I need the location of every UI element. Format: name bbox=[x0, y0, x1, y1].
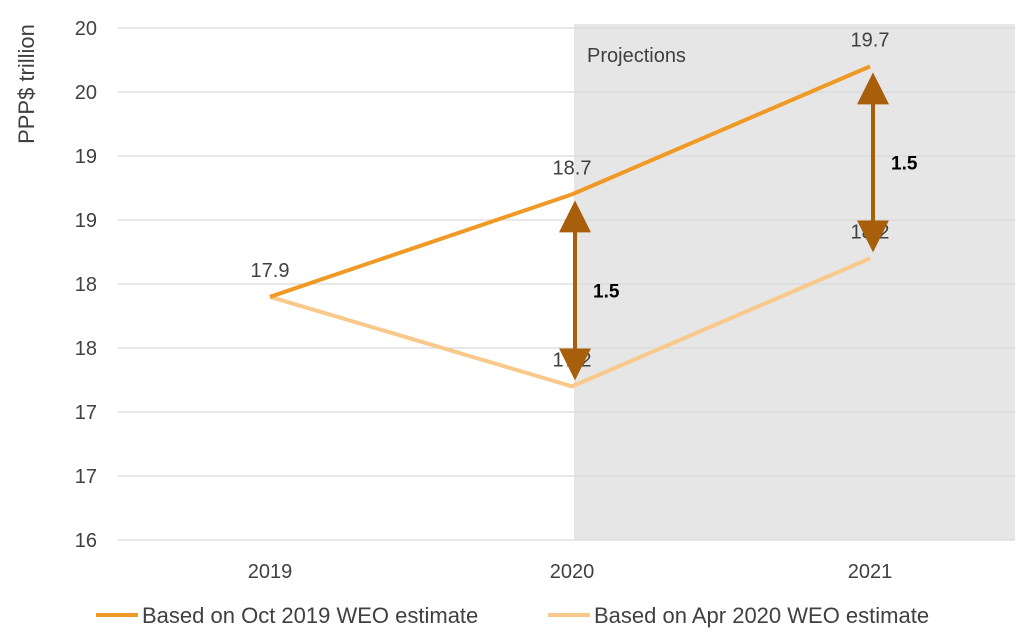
y-tick-label: 17 bbox=[75, 466, 97, 488]
data-label: 19.7 bbox=[851, 29, 890, 51]
y-tick-label: 18 bbox=[75, 338, 97, 360]
x-tick-label: 2021 bbox=[848, 561, 893, 583]
y-tick-label: 17 bbox=[75, 402, 97, 424]
legend: Based on Oct 2019 WEO estimate Based on … bbox=[96, 603, 929, 628]
x-tick-label: 2020 bbox=[550, 561, 595, 583]
legend-label-apr-2020: Based on Apr 2020 WEO estimate bbox=[594, 603, 929, 628]
series-line-1 bbox=[269, 256, 871, 389]
y-tick-label: 16 bbox=[75, 530, 97, 552]
data-label: 18.7 bbox=[553, 157, 592, 179]
y-tick-label: 20 bbox=[75, 82, 97, 104]
series-lines bbox=[269, 64, 871, 389]
y-tick-label: 19 bbox=[75, 210, 97, 232]
projections-label: Projections bbox=[587, 45, 686, 67]
y-axis-ticks: 20 20 19 19 18 18 17 17 16 bbox=[75, 18, 97, 552]
legend-label-oct-2019: Based on Oct 2019 WEO estimate bbox=[142, 603, 478, 628]
y-tick-label: 19 bbox=[75, 146, 97, 168]
x-tick-label: 2019 bbox=[248, 561, 293, 583]
data-label: 17.9 bbox=[251, 260, 290, 282]
x-axis-ticks: 2019 2020 2021 bbox=[248, 561, 893, 583]
difference-label: 1.5 bbox=[593, 281, 620, 302]
y-tick-label: 18 bbox=[75, 274, 97, 296]
y-tick-label: 20 bbox=[75, 18, 97, 40]
difference-label: 1.5 bbox=[891, 153, 918, 174]
projections-shaded-region bbox=[574, 24, 1015, 540]
data-label: 17.2 bbox=[553, 349, 592, 371]
series-line-0 bbox=[269, 64, 871, 299]
difference-annotations: 1.5 1.5 bbox=[559, 72, 918, 381]
y-axis-label: PPP$ trillion bbox=[14, 24, 39, 144]
data-label: 18.2 bbox=[851, 221, 890, 243]
